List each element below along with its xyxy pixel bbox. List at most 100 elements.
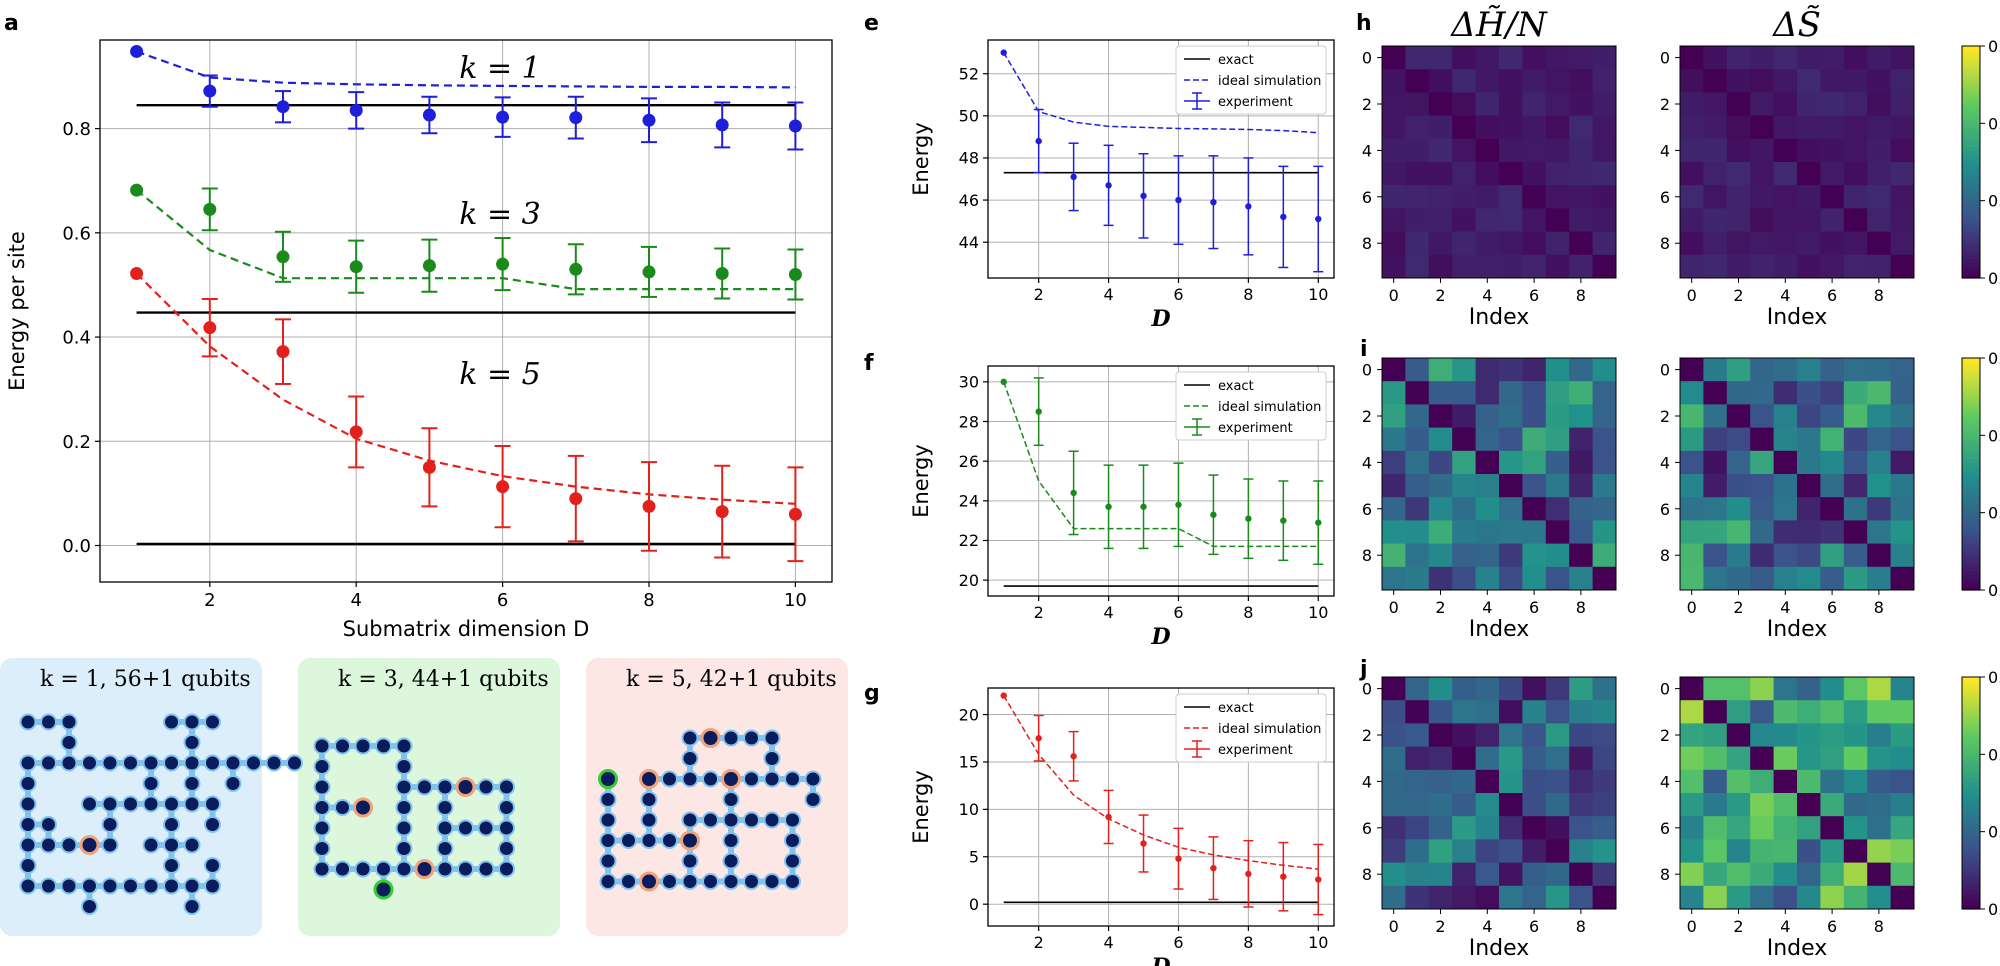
heatmap-cell (1522, 566, 1547, 591)
heatmap-cell (1773, 69, 1798, 93)
x-tick-label: 10 (1308, 603, 1328, 622)
heatmap-cell (1382, 358, 1406, 382)
heatmap-cell (1522, 208, 1547, 233)
heatmap-cell (1750, 69, 1775, 93)
colorbar-segment (1962, 200, 1980, 206)
colorbar-segment (1962, 785, 1980, 790)
x-tick-label: 6 (497, 590, 508, 611)
colorbar-segment (1962, 489, 1980, 494)
qubit (640, 811, 658, 829)
heatmap-cell (1382, 700, 1406, 724)
heatmap-cell (1843, 69, 1868, 93)
heatmap-cell (1820, 839, 1845, 864)
heatmap-cell (1592, 793, 1617, 817)
heatmap-cell (1820, 208, 1845, 233)
heatmap-cell (1522, 358, 1547, 382)
qubit (313, 799, 331, 816)
heatmap-cell (1797, 885, 1821, 910)
heatmap-frame (1679, 357, 1915, 591)
heatmap-cell (1452, 700, 1477, 724)
heatmap-cell (1382, 69, 1406, 93)
heatmap-cell (1452, 254, 1477, 279)
colorbar-segment (1962, 104, 1980, 109)
data-point (1035, 408, 1042, 415)
heatmap-cell (1569, 746, 1594, 771)
heatmap-cell (1475, 138, 1500, 163)
heatmap-cell (1726, 474, 1751, 498)
data-point (1105, 503, 1112, 510)
heatmap-cell (1820, 520, 1845, 545)
data-point (788, 507, 802, 521)
heatmap-cell (1703, 474, 1728, 498)
colorbar-segment (1962, 781, 1980, 786)
heatmap-cell (1797, 543, 1821, 568)
heatmap-cell (1750, 427, 1775, 452)
heatmap-cell (1726, 816, 1751, 840)
colorbar-segment (1962, 373, 1980, 378)
qubit (40, 816, 57, 833)
heatmap-cell (1545, 566, 1570, 591)
heatmap-cell (1890, 885, 1915, 910)
y-tick-label: 26 (959, 452, 979, 471)
panel-label-h: h (1356, 11, 1372, 36)
heatmap-cell (1867, 138, 1892, 163)
qubit (375, 860, 392, 878)
heatmap-cell (1545, 427, 1570, 452)
qubit (599, 873, 617, 890)
x-tick-label: 2 (1034, 933, 1044, 952)
heatmap-cell (1569, 185, 1594, 209)
heatmap-cell (1703, 769, 1728, 794)
heatmap-cell (1773, 862, 1798, 887)
qubit (204, 795, 221, 813)
colorbar-segment (1962, 92, 1980, 97)
heatmap-cell (1452, 404, 1477, 429)
heatmap-cell (1773, 723, 1798, 748)
heatmap-cell (1475, 497, 1500, 521)
data-point (1245, 870, 1252, 878)
heatmap-cell (1843, 231, 1868, 256)
colorbar-segment (1962, 684, 1980, 690)
qubit (183, 836, 201, 854)
heatmap-cell (1499, 723, 1523, 748)
colorbar-segment (1962, 57, 1980, 63)
heatmap-cell (1890, 769, 1915, 794)
heatmap-cell (1405, 208, 1430, 233)
heatmap-cell (1522, 404, 1547, 429)
heatmap-cell (1867, 450, 1892, 475)
colorbar-segment (1962, 796, 1980, 802)
heatmap-cell (1428, 381, 1453, 405)
colorbar-segment (1962, 874, 1980, 879)
heatmap-cell (1750, 543, 1775, 568)
sim-line (1003, 52, 1319, 134)
y-tick-label: 22 (959, 531, 979, 550)
qubit (313, 840, 331, 857)
colorbar-segment (1962, 746, 1980, 752)
colorbar-segment (1962, 111, 1980, 117)
heatmap-cell (1726, 862, 1751, 887)
heatmap-cell (1592, 208, 1617, 233)
heatmap-cell (1545, 450, 1570, 475)
qubit (60, 836, 78, 854)
heatmap-cell (1726, 769, 1751, 794)
heatmap-cell (1522, 92, 1547, 117)
heatmap-cell (1890, 450, 1915, 475)
heatmap-cell (1522, 677, 1547, 701)
qubit (163, 857, 180, 874)
colorbar-segment (1962, 150, 1980, 155)
heatmap-cell (1843, 185, 1868, 209)
column-title: ΔH̃/N (1449, 5, 1548, 45)
heatmap-cell (1499, 254, 1523, 279)
heatmap-cell (1592, 231, 1617, 256)
heatmap-cell (1545, 92, 1570, 117)
heatmap-cell (1569, 700, 1594, 724)
heatmap-cell (1405, 497, 1430, 521)
heatmap-cell (1773, 520, 1798, 545)
heatmap-cell (1703, 862, 1728, 887)
heatmap-cell (1773, 427, 1798, 452)
heatmap-cell (1797, 497, 1821, 521)
heatmap-cell (1680, 69, 1704, 93)
heatmap-cell (1773, 816, 1798, 840)
heatmap-cell (1592, 497, 1617, 521)
heatmap-cell (1499, 115, 1523, 140)
heatmap-cell (1867, 862, 1892, 887)
